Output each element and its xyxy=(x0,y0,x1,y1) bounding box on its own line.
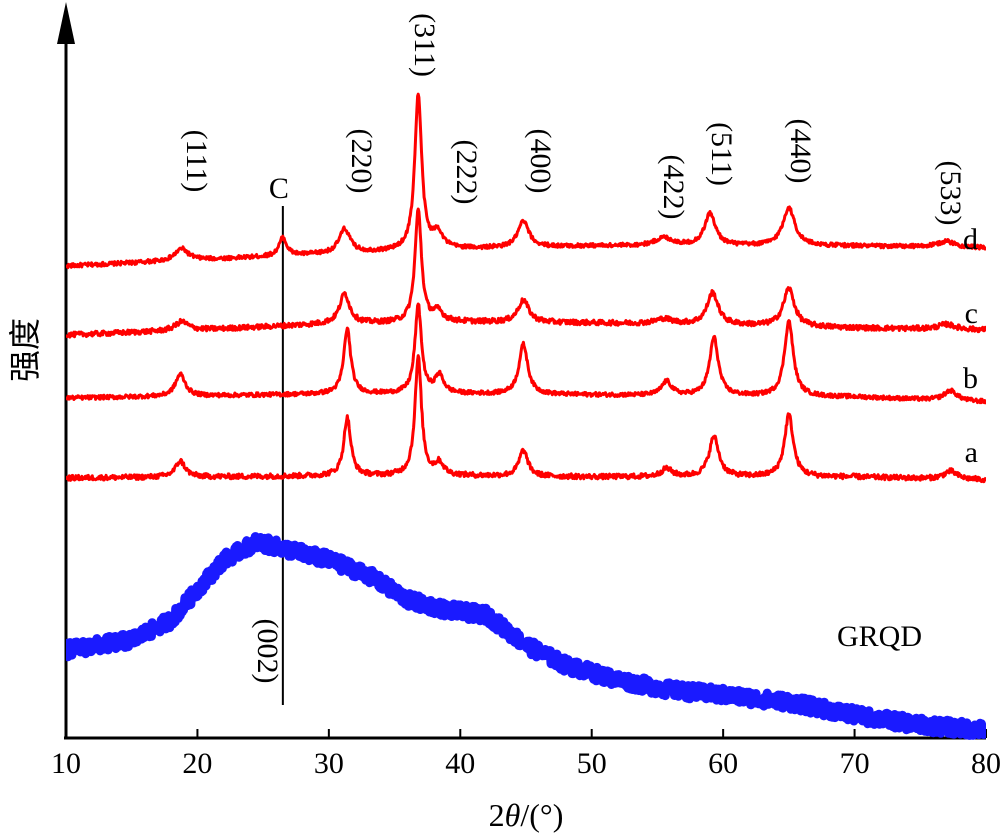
x-axis-title-prefix: 2 xyxy=(489,797,505,833)
peak-label: (511) xyxy=(705,122,738,186)
x-tick-label: 60 xyxy=(708,747,738,780)
peak-label: (440) xyxy=(784,119,817,184)
series-label-c: c xyxy=(965,297,978,330)
series-a-line xyxy=(66,354,986,484)
peak-label: (111) xyxy=(180,130,213,193)
x-tick-label: 80 xyxy=(971,747,1000,780)
reference-line-label: C xyxy=(269,172,289,205)
peak-label: (002) xyxy=(251,619,284,684)
series-label-d: d xyxy=(963,223,978,256)
x-ticks: 10 20 30 40 50 60 70 80 xyxy=(51,729,1000,780)
x-tick-label: 40 xyxy=(445,747,475,780)
y-axis-arrow-icon xyxy=(57,2,75,44)
x-axis-title-symbol: θ xyxy=(505,797,521,833)
series-label-b: b xyxy=(963,362,978,395)
series-grqd-line xyxy=(66,532,986,740)
axes xyxy=(57,2,986,740)
series-c-line xyxy=(66,207,986,339)
series-label-a: a xyxy=(965,436,978,469)
reference-line-group: C xyxy=(269,172,289,705)
peak-label: (422) xyxy=(657,155,690,220)
peak-label: (220) xyxy=(345,129,378,194)
series-labels: d cb a GRQD xyxy=(837,223,978,653)
x-tick-label: 70 xyxy=(840,747,870,780)
peak-label: (222) xyxy=(450,140,483,205)
x-tick-label: 50 xyxy=(577,747,607,780)
x-axis-title: 2θ/(°) xyxy=(489,797,564,833)
x-axis-title-suffix: /(°) xyxy=(520,797,563,833)
x-tick-label: 20 xyxy=(182,747,212,780)
peak-labels: (111) (220) (311) (222) (400) (422) (511) (440)… xyxy=(180,13,967,683)
x-tick-label: 30 xyxy=(314,747,344,780)
series-d-line xyxy=(66,92,986,270)
peak-label: (533) xyxy=(934,161,967,226)
x-tick-label: 10 xyxy=(51,747,81,780)
series-group xyxy=(66,92,986,740)
series-label-grqd: GRQD xyxy=(837,620,922,653)
peak-label: (311) xyxy=(408,13,441,77)
y-axis-title: 强度 xyxy=(7,318,43,382)
peak-label: (400) xyxy=(524,129,557,194)
series-b-line xyxy=(66,302,986,405)
